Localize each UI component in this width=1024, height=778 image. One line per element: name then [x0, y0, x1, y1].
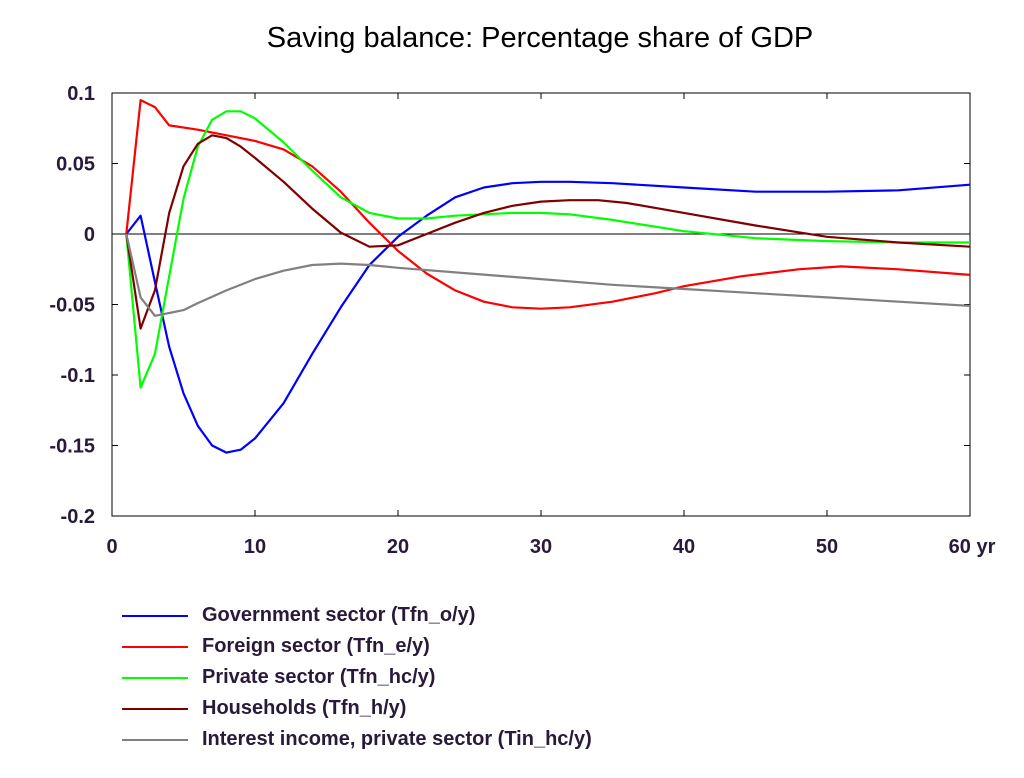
x-tick-label: 40 — [673, 536, 695, 558]
series-lines — [125, 99, 971, 454]
legend-label: Interest income, private sector (Tin_hc/… — [202, 728, 592, 750]
legend-item: Households (Tfn_h/y) — [122, 693, 592, 724]
legend-swatch — [122, 738, 188, 741]
legend-item: Government sector (Tfn_o/y) — [122, 600, 592, 631]
y-tick-label: -0.1 — [61, 365, 95, 387]
legend: Government sector (Tfn_o/y) Foreign secto… — [122, 600, 592, 755]
y-tick-label: 0 — [84, 224, 95, 246]
legend-swatch — [122, 676, 188, 679]
x-tick-label: 50 — [816, 536, 838, 558]
y-tick-label: 0.05 — [56, 154, 95, 176]
legend-swatch — [122, 614, 188, 617]
x-tick-label: 30 — [530, 536, 552, 558]
x-tick-label: 60 yr — [949, 536, 996, 558]
y-tick-label: -0.15 — [49, 436, 95, 458]
plot-frame — [111, 92, 971, 517]
legend-item: Interest income, private sector (Tin_hc/… — [122, 724, 592, 755]
legend-label: Government sector (Tfn_o/y) — [202, 604, 476, 626]
series-line-3 — [125, 110, 970, 389]
series-line-1 — [125, 180, 971, 454]
x-tick-label: 0 — [106, 536, 117, 558]
x-tick-label: 10 — [244, 536, 266, 558]
x-tick-label: 20 — [387, 536, 409, 558]
axes — [111, 92, 971, 517]
series-line-4 — [125, 134, 971, 330]
chart-title: Saving balance: Percentage share of GDP — [266, 22, 814, 54]
y-tick-label: 0.1 — [67, 83, 95, 105]
legend-swatch — [122, 645, 188, 648]
y-tick-label: -0.05 — [49, 295, 95, 317]
tick-labels: 0.1 0.05 0 -0.05 -0.1 -0.15 -0.2 0 10 20 30 40 50 60 … — [49, 83, 995, 558]
legend-label: Foreign sector (Tfn_e/y) — [202, 635, 430, 657]
series-line-2 — [125, 99, 971, 310]
legend-swatch — [122, 707, 188, 710]
legend-item: Private sector (Tfn_hc/y) — [122, 662, 592, 693]
legend-item: Foreign sector (Tfn_e/y) — [122, 631, 592, 662]
legend-label: Households (Tfn_h/y) — [202, 697, 407, 719]
series-line-5 — [125, 233, 971, 317]
y-tick-label: -0.2 — [61, 506, 95, 528]
legend-label: Private sector (Tfn_hc/y) — [202, 666, 436, 688]
